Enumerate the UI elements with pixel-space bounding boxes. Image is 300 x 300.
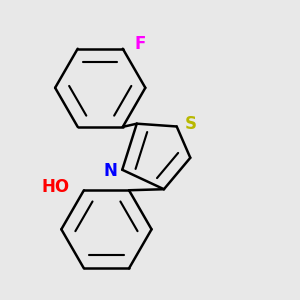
- Text: HO: HO: [42, 178, 70, 196]
- Text: F: F: [135, 35, 146, 53]
- Text: N: N: [103, 162, 117, 180]
- Text: S: S: [185, 115, 197, 133]
